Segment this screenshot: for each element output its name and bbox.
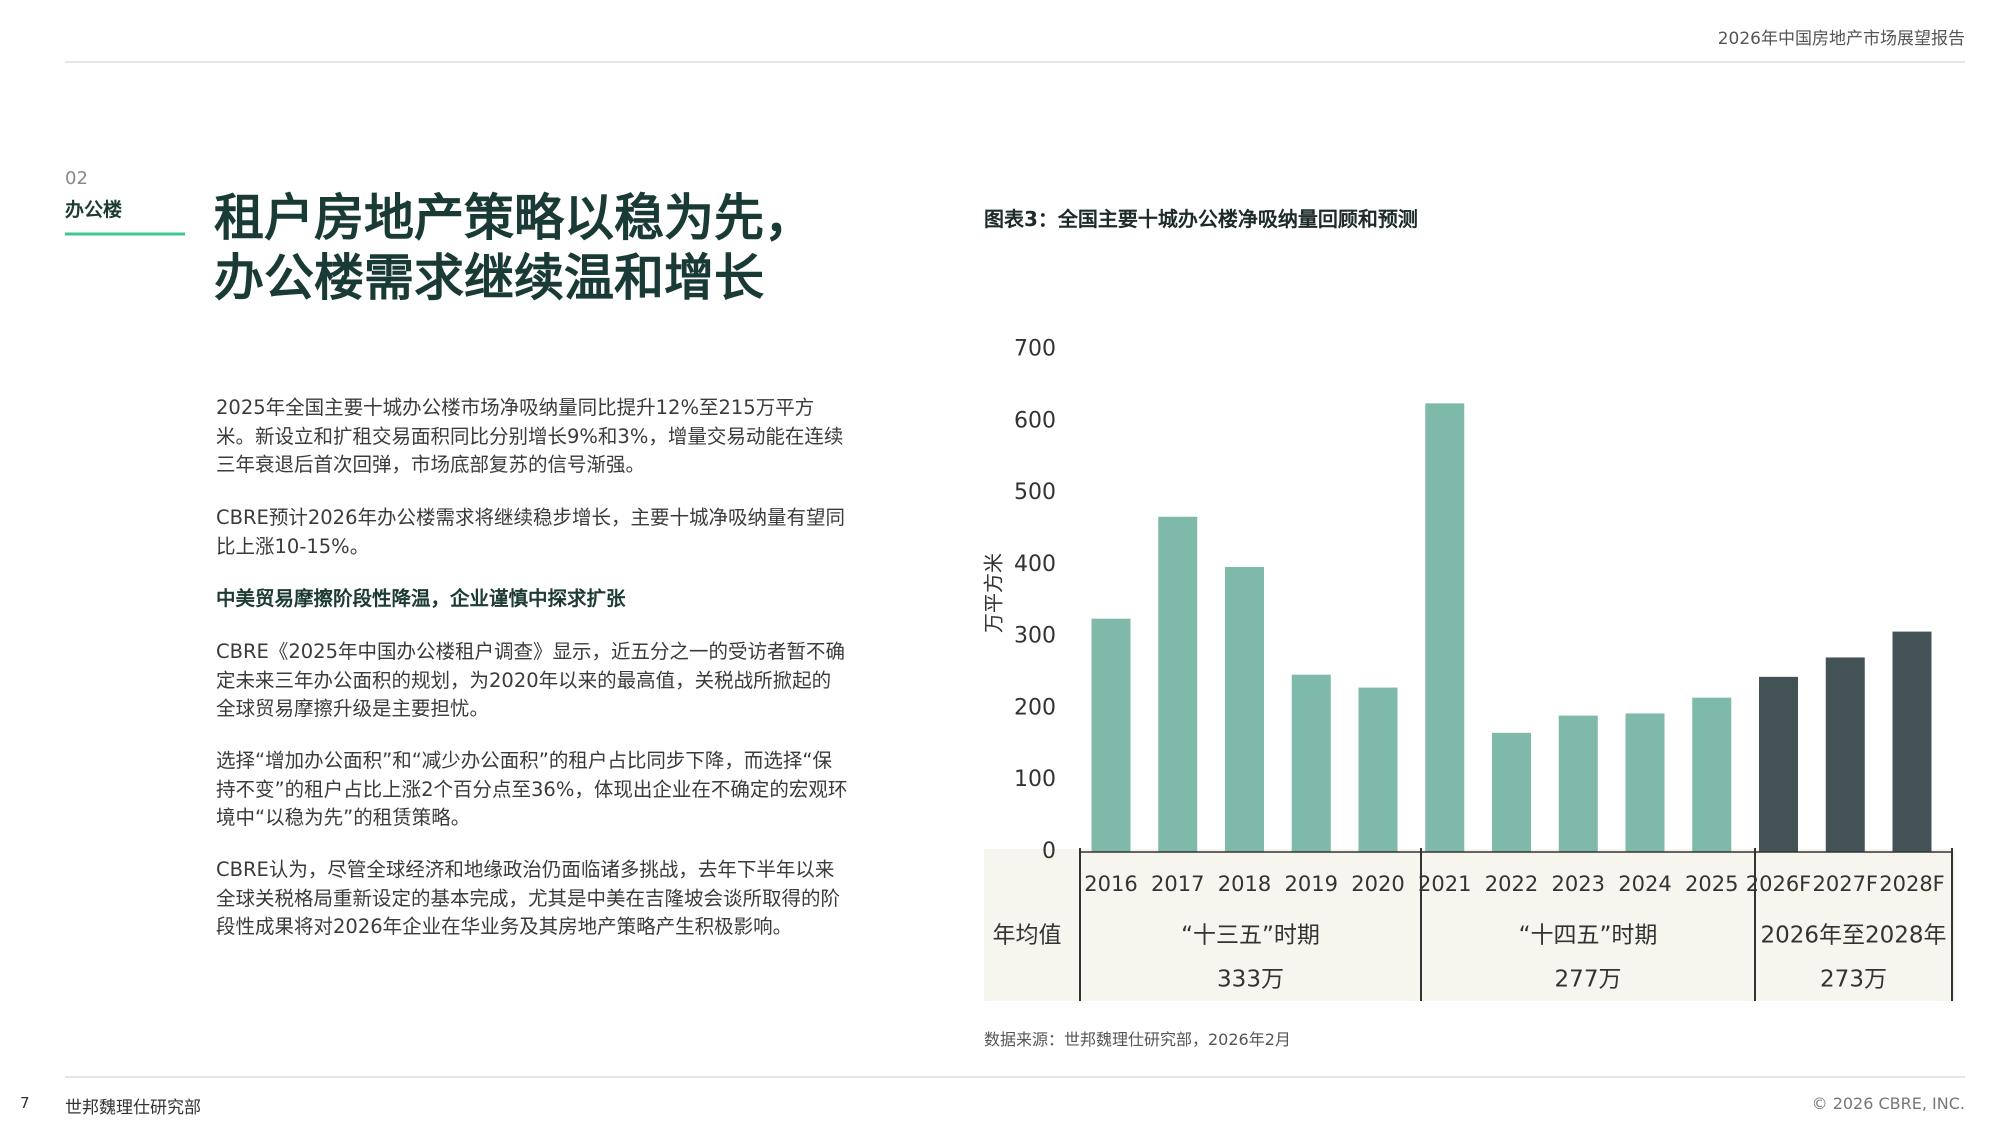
bar (1291, 674, 1331, 852)
paragraph: CBRE《2025年中国办公楼租户调查》显示，近五分之一的受访者暂不确定未来三年… (216, 640, 845, 720)
paragraph: 选择“增加办公面积”和“减少办公面积”的租户占比同步下降，而选择“保持不变”的租… (216, 749, 848, 829)
bar (1759, 676, 1798, 852)
bar (1825, 657, 1865, 852)
publisher: 世邦魏理仕研究部 (65, 1098, 201, 1118)
period-row-label: 年均值 (993, 923, 1062, 949)
bar (1091, 618, 1131, 852)
y-tick-label: 700 (1014, 337, 1056, 362)
paragraph: CBRE预计2026年办公楼需求将继续稳步增长，主要十城净吸纳量有望同比上涨10… (216, 506, 845, 558)
period-table-bg (984, 849, 1955, 1001)
period-name: “十三五”时期 (1181, 923, 1320, 949)
y-tick-label: 0 (1042, 839, 1056, 864)
x-tick-label: 2019 (1285, 872, 1338, 896)
y-tick-label: 300 (1014, 624, 1056, 649)
paragraph: 2025年全国主要十城办公楼市场净吸纳量同比提升12%至215万平方米。新设立和… (216, 396, 844, 476)
bar (1892, 631, 1932, 852)
y-tick-label: 600 (1014, 408, 1056, 433)
y-tick-label: 500 (1014, 480, 1056, 505)
page-number: 7 (20, 1094, 30, 1112)
period-average: 277万 (1555, 967, 1622, 993)
section-name: 办公楼 (65, 199, 123, 221)
y-tick-label: 200 (1014, 695, 1056, 720)
paragraph: CBRE认为，尽管全球经济和地缘政治仍面临诸多挑战，去年下半年以来全球关税格局重… (216, 858, 841, 938)
chart: 0 100 200 300 400 500 600 700 万平方米 2016 2017 2018 20… (982, 337, 1953, 1001)
page-title: 租户房地产策略以稳为先， 办公楼需求继续温和增长 (214, 188, 814, 308)
x-tick-label: 2020 (1351, 872, 1404, 896)
x-tick-label: 2025 (1685, 872, 1738, 896)
x-tick-label: 2018 (1218, 872, 1271, 896)
y-tick-label: 400 (1014, 552, 1056, 577)
x-tick-label: 2017 (1151, 872, 1204, 896)
period-name: “十四五”时期 (1519, 923, 1658, 949)
bar (1558, 715, 1598, 852)
bar (1425, 403, 1465, 852)
bar (1158, 516, 1198, 852)
bar (1625, 713, 1665, 852)
copyright: © 2026 CBRE, INC. (1811, 1094, 1965, 1113)
bar (1492, 732, 1531, 852)
period-name: 2026年至2028年 (1760, 923, 1946, 949)
x-tick-label: 2016 (1084, 872, 1137, 896)
x-tick-label: 2028F (1879, 872, 1945, 896)
x-tick-label: 2023 (1552, 872, 1605, 896)
title-line: 租户房地产策略以稳为先， (214, 188, 814, 247)
bar (1692, 697, 1732, 852)
x-tick-label: 2022 (1485, 872, 1538, 896)
report-title: 2026年中国房地产市场展望报告 (1717, 29, 1965, 49)
section-number: 02 (65, 168, 88, 189)
x-tick-label: 2027F (1812, 872, 1878, 896)
x-tick-label: 2021 (1418, 872, 1471, 896)
period-average: 333万 (1217, 967, 1284, 993)
period-average: 273万 (1820, 967, 1887, 993)
x-tick-label: 2026F (1746, 872, 1812, 896)
chart-source: 数据来源：世邦魏理仕研究部，2026年2月 (984, 1030, 1291, 1049)
subheading: 中美贸易摩擦阶段性降温，企业谨慎中探求扩张 (216, 587, 626, 610)
x-tick-label: 2024 (1618, 872, 1671, 896)
y-tick-label: 100 (1014, 767, 1056, 792)
title-line: 办公楼需求继续温和增长 (214, 248, 764, 307)
chart-title: 图表3：全国主要十城办公楼净吸纳量回顾和预测 (984, 207, 1418, 231)
y-axis-label: 万平方米 (982, 553, 1006, 633)
bar (1225, 567, 1264, 852)
bar (1358, 687, 1398, 852)
